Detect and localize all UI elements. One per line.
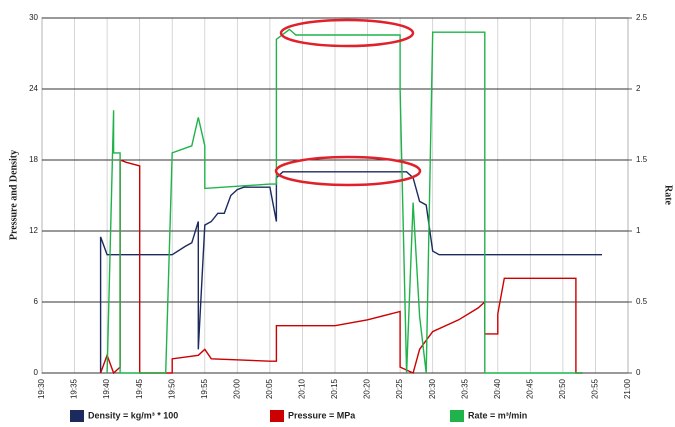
x-tick-label: 20:45 (525, 378, 534, 399)
y2-tick-label: 0.5 (636, 297, 648, 306)
y2-tick-label: 2 (636, 84, 641, 93)
x-tick-label: 20:20 (363, 378, 372, 399)
y-tick-label: 12 (29, 226, 38, 235)
x-tick-label: 19:40 (102, 378, 111, 399)
x-tick-label: 20:15 (330, 378, 339, 399)
x-tick-label: 20:25 (395, 378, 404, 399)
x-tick-label: 20:10 (298, 378, 307, 399)
x-tick-label: 21:00 (623, 378, 632, 399)
x-tick-label: 20:00 (232, 378, 241, 399)
x-tick-label: 19:50 (167, 378, 176, 399)
y-tick-label: 18 (29, 155, 38, 164)
y2-tick-label: 1.5 (636, 155, 648, 164)
x-tick-label: 20:55 (591, 378, 600, 399)
y2-axis-title: Rate (663, 185, 674, 206)
highlight-ellipse (274, 155, 422, 187)
y2-tick-label: 1 (636, 226, 641, 235)
highlight-ellipse (279, 18, 415, 48)
y-tick-label: 0 (34, 368, 39, 377)
legend-swatch (70, 410, 84, 422)
x-tick-label: 19:30 (37, 378, 46, 399)
x-tick-label: 20:05 (265, 378, 274, 399)
x-tick-label: 19:35 (70, 378, 79, 399)
x-tick-label: 19:45 (135, 378, 144, 399)
legend-swatch (450, 410, 464, 422)
y-tick-label: 24 (29, 84, 38, 93)
series-line (106, 28, 583, 374)
x-tick-label: 19:55 (200, 378, 209, 399)
y-tick-label: 6 (34, 297, 39, 306)
y-axis-title: Pressure and Density (8, 150, 19, 240)
legend-label: Pressure = MPa (288, 410, 356, 420)
y2-tick-label: 2.5 (636, 13, 648, 22)
x-tick-label: 20:35 (460, 378, 469, 399)
x-tick-label: 20:50 (558, 378, 567, 399)
legend-label: Rate = m³/min (468, 410, 527, 420)
series-line (99, 171, 602, 373)
y-tick-label: 30 (29, 13, 38, 22)
x-tick-label: 20:40 (493, 378, 502, 399)
series-line (99, 158, 583, 375)
x-tick-label: 20:30 (428, 378, 437, 399)
y2-tick-label: 0 (636, 368, 641, 377)
legend-label: Density = kg/m³ * 100 (88, 410, 178, 420)
legend-swatch (270, 410, 284, 422)
